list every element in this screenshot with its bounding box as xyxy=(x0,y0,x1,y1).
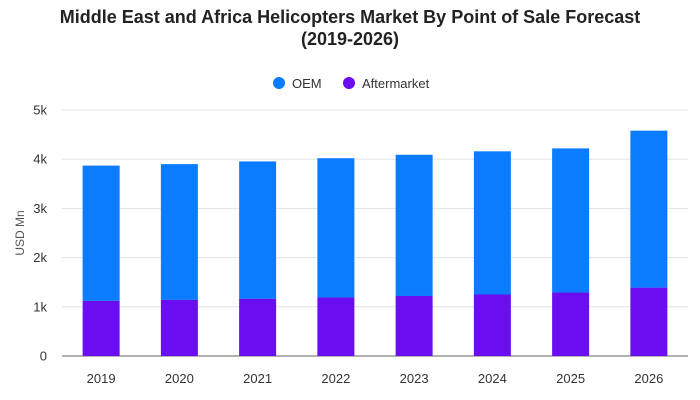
bar-oem-2023[interactable] xyxy=(395,154,433,296)
bar-oem-2026[interactable] xyxy=(630,130,668,288)
bar-aftermarket-2022[interactable] xyxy=(317,297,355,356)
x-tick-label: 2023 xyxy=(400,371,429,386)
bar-oem-2022[interactable] xyxy=(317,158,355,298)
legend-label: Aftermarket xyxy=(362,76,430,91)
bar-aftermarket-2024[interactable] xyxy=(473,294,511,357)
bar-oem-2019[interactable] xyxy=(82,165,120,301)
bar-aftermarket-2025[interactable] xyxy=(552,292,590,356)
x-tick-label: 2019 xyxy=(87,371,116,386)
x-tick-label: 2020 xyxy=(165,371,194,386)
legend-label: OEM xyxy=(292,76,322,91)
legend-item-oem[interactable]: OEM xyxy=(273,76,322,91)
y-tick-label: 2k xyxy=(33,250,47,265)
x-axis-ticks: 2019 2020 2021 2022 2023 2024 2025 2026 xyxy=(87,371,664,386)
y-tick-label: 5k xyxy=(33,103,47,118)
x-tick-label: 2022 xyxy=(321,371,350,386)
chart-title-line-1: Middle East and Africa Helicopters Marke… xyxy=(59,7,641,27)
y-tick-label: 4k xyxy=(33,152,47,167)
x-tick-label: 2021 xyxy=(243,371,272,386)
gridlines xyxy=(62,109,688,357)
x-tick-label: 2026 xyxy=(634,371,663,386)
x-tick-label: 2024 xyxy=(478,371,507,386)
bar-aftermarket-2020[interactable] xyxy=(160,299,198,356)
y-axis-ticks: 0 1k 2k 3k 4k 5k xyxy=(33,103,47,364)
legend-item-aftermarket[interactable]: Aftermarket xyxy=(343,76,430,91)
y-tick-label: 3k xyxy=(33,201,47,216)
chart-title-line-2: (2019-2026) xyxy=(300,29,400,49)
x-tick-label: 2025 xyxy=(556,371,585,386)
bar-aftermarket-2026[interactable] xyxy=(630,287,668,356)
chart-title: Middle East and Africa Helicopters Marke… xyxy=(0,6,700,50)
bar-oem-2021[interactable] xyxy=(239,161,277,299)
legend-marker xyxy=(343,77,355,89)
bar-oem-2024[interactable] xyxy=(473,151,511,295)
legend: OEM Aftermarket xyxy=(273,76,430,91)
bar-aftermarket-2019[interactable] xyxy=(82,300,120,356)
bar-oem-2020[interactable] xyxy=(160,164,198,300)
bars xyxy=(82,130,668,357)
legend-marker xyxy=(273,77,285,89)
bar-aftermarket-2021[interactable] xyxy=(239,298,277,356)
y-axis-label: USD Mn xyxy=(13,210,27,255)
bar-aftermarket-2023[interactable] xyxy=(395,295,433,356)
bar-oem-2025[interactable] xyxy=(552,148,590,293)
y-tick-label: 0 xyxy=(40,349,47,364)
y-tick-label: 1k xyxy=(33,299,47,314)
